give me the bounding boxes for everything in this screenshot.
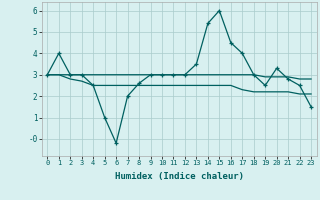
X-axis label: Humidex (Indice chaleur): Humidex (Indice chaleur) [115,172,244,181]
